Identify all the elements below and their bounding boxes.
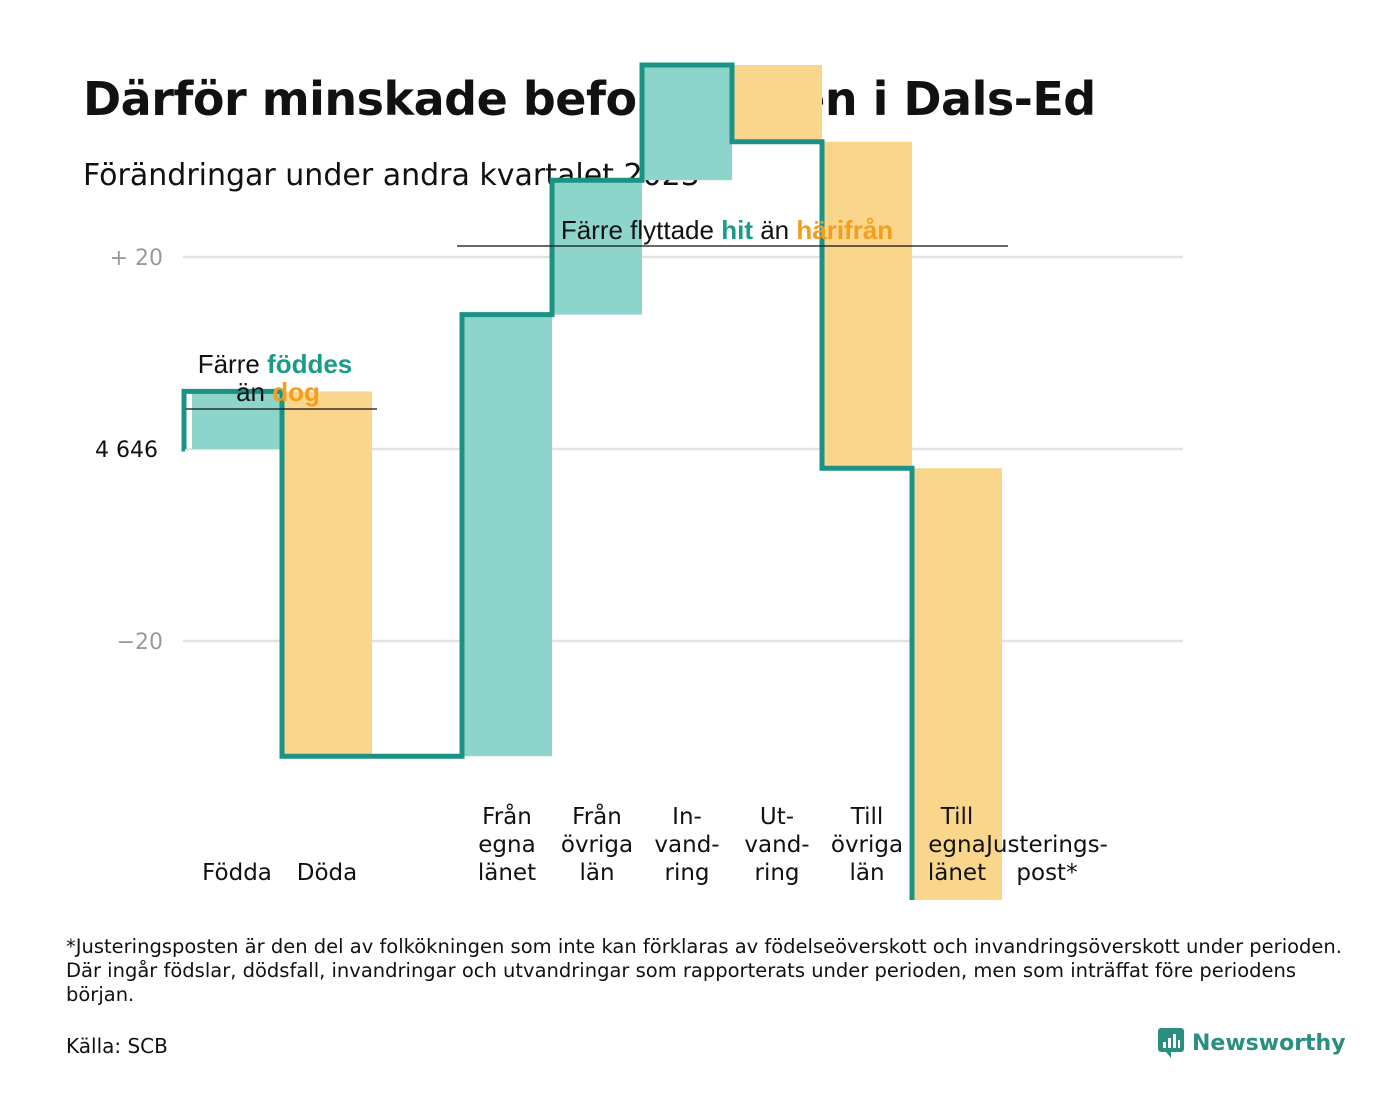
bar-fran_egna xyxy=(462,314,552,757)
brand-name: Newsworthy xyxy=(1192,1030,1346,1056)
x-label-fodda: Födda xyxy=(202,860,272,886)
annotation-births-line1: Färre föddes xyxy=(198,349,353,379)
step-line xyxy=(181,62,915,900)
newsworthy-logo-icon xyxy=(1158,1028,1184,1058)
waterfall-chart: + 20−204 6464 615(−31)FöddaDödaFrånegnal… xyxy=(95,62,1183,900)
x-label-fran_egna: Från egna länet xyxy=(478,802,536,886)
x-label-justering: Justerings-post* xyxy=(984,832,1108,886)
bar-invandring xyxy=(642,65,732,181)
y-tick-label: + 20 xyxy=(110,246,163,271)
x-label-fran_ovriga: Från övriga län xyxy=(561,802,633,886)
bar-fodda xyxy=(192,391,282,449)
chart-title: Därför minskade befolkningen i Dals-Ed xyxy=(83,72,1096,126)
bars xyxy=(192,65,1002,900)
source-label: Källa: SCB xyxy=(66,1034,168,1058)
step-line-group xyxy=(181,62,915,900)
annotation-moves: Färre flyttade hit än härifrån xyxy=(561,215,893,245)
x-label-utvandring: Ut-vand-ring xyxy=(744,804,809,886)
bar-till_egna xyxy=(912,468,1002,900)
bar-till_ovriga xyxy=(822,141,912,469)
bar-doda xyxy=(282,391,372,757)
brand[interactable]: Newsworthy xyxy=(1158,1028,1346,1058)
x-label-till_egna: Till egna länet xyxy=(928,804,986,886)
x-label-invandring: In-vand-ring xyxy=(654,804,719,886)
annotation-births-line2: än dog xyxy=(236,377,320,407)
labels: + 20−204 6464 615(−31)FöddaDödaFrånegnal… xyxy=(95,246,1108,886)
y-tick-label: −20 xyxy=(117,630,163,655)
x-label-doda: Döda xyxy=(297,860,357,886)
bar-utvandring xyxy=(732,65,822,142)
bar-fran_ovriga xyxy=(552,180,642,315)
baseline-label: 4 646 xyxy=(95,438,158,463)
x-label-till_ovriga: Till övriga län xyxy=(831,804,903,886)
footnote: *Justeringsposten är den del av folkökni… xyxy=(66,935,1342,1006)
